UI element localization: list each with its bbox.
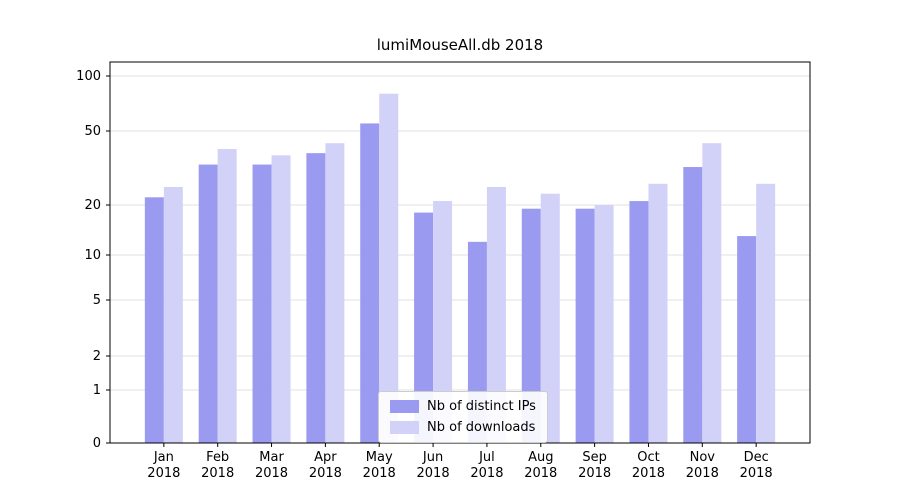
bar-downloads-jun <box>433 201 453 443</box>
x-tick-label-year: 2018 <box>578 466 611 481</box>
bar-distinct-ips-apr <box>306 153 326 443</box>
bar-downloads-dec <box>756 183 776 444</box>
x-tick-label-month: Nov <box>690 450 716 465</box>
x-tick-label-year: 2018 <box>470 466 503 481</box>
y-tick-label: 10 <box>84 248 101 263</box>
y-tick-label: 5 <box>93 293 101 308</box>
x-tick-label-month: Jan <box>153 450 174 465</box>
x-tick-label-month: Jun <box>422 450 443 465</box>
x-tick-label-month: Mar <box>259 450 284 465</box>
legend-swatch-distinct-ips <box>390 400 419 413</box>
bar-distinct-ips-nov <box>683 167 703 443</box>
bar-downloads-nov <box>702 143 722 443</box>
bar-distinct-ips-jun <box>414 212 434 443</box>
legend-item-downloads: Nb of downloads <box>390 420 536 435</box>
bar-distinct-ips-jan <box>144 197 164 443</box>
x-tick-label-year: 2018 <box>686 466 719 481</box>
x-tick-label-year: 2018 <box>309 466 342 481</box>
x-tick-label-month: Apr <box>314 450 337 465</box>
x-tick-label-year: 2018 <box>363 466 396 481</box>
legend: Nb of distinct IPs Nb of downloads <box>378 391 548 443</box>
bar-downloads-oct <box>648 183 668 444</box>
bar-downloads-may <box>379 93 399 443</box>
y-tick-label: 20 <box>84 198 101 213</box>
bar-distinct-ips-aug <box>521 208 541 443</box>
chart-title: lumiMouseAll.db 2018 <box>376 36 544 54</box>
x-tick-label-year: 2018 <box>147 466 180 481</box>
bar-downloads-feb <box>217 149 237 443</box>
bar-distinct-ips-sep <box>575 208 595 443</box>
y-tick-label: 0 <box>93 436 101 451</box>
legend-label-downloads: Nb of downloads <box>427 420 536 435</box>
bar-distinct-ips-may <box>360 123 380 443</box>
bar-distinct-ips-feb <box>198 164 218 443</box>
legend-label-distinct-ips: Nb of distinct IPs <box>427 399 536 414</box>
bar-downloads-aug <box>540 193 560 443</box>
bar-downloads-jul <box>486 186 506 444</box>
bar-distinct-ips-oct <box>629 201 649 443</box>
legend-item-distinct-ips: Nb of distinct IPs <box>390 399 536 414</box>
x-tick-label-month: Dec <box>744 450 769 465</box>
bar-downloads-jan <box>163 186 183 444</box>
x-tick-label-month: Sep <box>582 450 607 465</box>
x-tick-label-year: 2018 <box>417 466 450 481</box>
x-tick-label-month: Oct <box>637 450 659 465</box>
axes-box <box>109 61 811 444</box>
y-tick-label: 2 <box>93 349 101 364</box>
y-tick-label: 50 <box>84 124 101 139</box>
x-tick-label-year: 2018 <box>632 466 665 481</box>
legend-swatch-downloads <box>390 421 419 434</box>
x-tick-label-year: 2018 <box>740 466 773 481</box>
bar-downloads-sep <box>594 205 614 443</box>
x-tick-label-month: Jul <box>478 450 495 465</box>
y-tick-label: 100 <box>76 69 101 84</box>
y-tick-label: 1 <box>93 383 101 398</box>
x-tick-label-year: 2018 <box>255 466 288 481</box>
bar-downloads-apr <box>325 143 345 443</box>
x-tick-label-month: Feb <box>206 450 229 465</box>
x-tick-label-month: May <box>366 450 393 465</box>
bar-distinct-ips-mar <box>252 164 272 443</box>
bar-distinct-ips-dec <box>737 236 757 443</box>
x-tick-label-year: 2018 <box>201 466 234 481</box>
x-tick-label-year: 2018 <box>524 466 557 481</box>
x-tick-label-month: Aug <box>528 450 553 465</box>
bar-downloads-mar <box>271 155 291 443</box>
